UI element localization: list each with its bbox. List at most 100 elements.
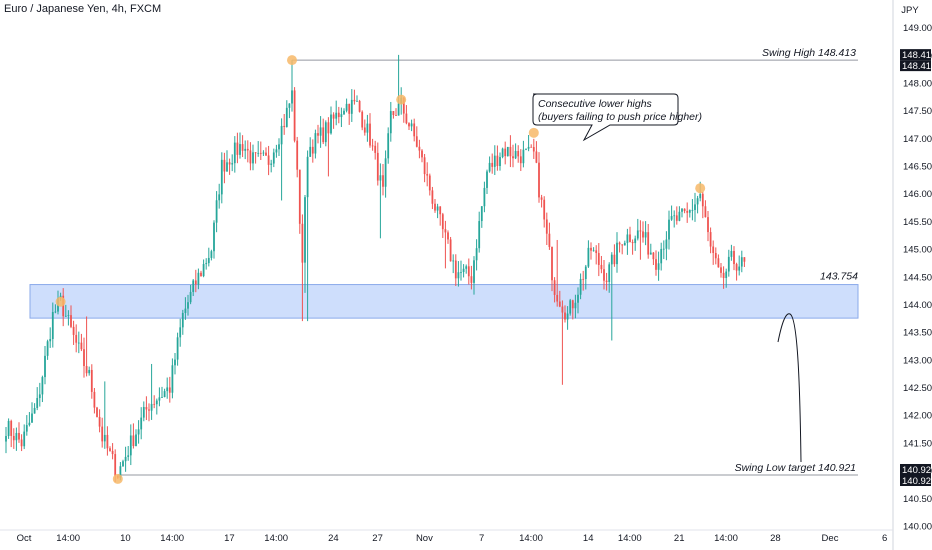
candle-body [241, 144, 244, 151]
time-tick-label: Nov [416, 533, 433, 544]
time-axis[interactable]: Oct 14:00 10 14:00 17 14:00 24 27 Nov 7 14:00 14 14:… [0, 529, 893, 544]
candle [215, 191, 218, 233]
candle [566, 306, 569, 330]
candle [88, 366, 91, 376]
candle-body [85, 366, 88, 374]
candle [639, 220, 642, 260]
candle [168, 376, 171, 403]
candle-body [218, 194, 221, 201]
candle-body [192, 280, 195, 292]
candle-body [543, 199, 546, 220]
candle-body [683, 208, 686, 211]
candle [660, 242, 663, 271]
candle [280, 118, 283, 201]
candle-body [462, 268, 465, 273]
candle [83, 337, 85, 378]
candle [137, 420, 140, 444]
candle [478, 211, 481, 253]
candle-body [686, 210, 689, 213]
candle-body [161, 397, 163, 398]
candle-body [465, 266, 468, 269]
candle-body [96, 407, 98, 417]
candle [675, 206, 678, 225]
candle-body [142, 407, 145, 418]
candle-body [80, 342, 83, 350]
candle-body [163, 391, 166, 398]
candle [629, 226, 631, 243]
candle-body [483, 187, 486, 207]
candle [686, 202, 689, 223]
candle-body [246, 148, 249, 151]
candle-body [717, 258, 720, 268]
candle-body [202, 264, 205, 277]
price-axis[interactable]: JPY140.000140.500141.000141.500142.00014… [892, 0, 932, 550]
candle-body [413, 123, 416, 137]
candle-body [696, 198, 699, 205]
price-tag-text: 140.921 [902, 476, 932, 487]
candle [460, 260, 462, 281]
candle-body [38, 394, 41, 399]
candle [561, 300, 564, 385]
candle [704, 200, 707, 218]
time-tick-label: 14:00 [160, 533, 184, 544]
candle-body [709, 232, 712, 247]
candle [730, 244, 733, 261]
candle [101, 417, 104, 448]
candle-body [384, 158, 387, 187]
time-tick-label: 28 [770, 533, 781, 544]
support-zone[interactable] [29, 284, 859, 319]
candle-body [558, 301, 561, 307]
price-tick-label: 149.000 [903, 23, 932, 34]
candle [202, 259, 205, 278]
candle [85, 316, 88, 377]
candle-body [150, 403, 153, 411]
candle-body [132, 435, 135, 447]
price-tag [900, 49, 931, 61]
candle-body [231, 163, 234, 165]
time-tick-label: 24 [328, 533, 339, 544]
candle [613, 244, 616, 267]
candle-body [371, 145, 374, 147]
candle [220, 152, 223, 204]
candle-body [239, 144, 241, 155]
candle-body [527, 146, 530, 149]
candle [72, 320, 75, 345]
candle [673, 210, 676, 228]
price-tag-text: 148.413 [902, 50, 932, 61]
candle [322, 118, 325, 145]
candle-body [506, 146, 509, 157]
candle [569, 298, 572, 316]
candle-body [421, 150, 423, 158]
candle [652, 252, 655, 265]
candle [434, 198, 436, 213]
candle-body [577, 294, 579, 303]
candle-body [535, 151, 538, 163]
candle [288, 103, 291, 119]
candle-body [621, 244, 624, 246]
candle-body [210, 251, 213, 258]
price-tag [900, 463, 931, 475]
candle [298, 169, 301, 234]
candle-body [647, 232, 650, 255]
candle [626, 228, 629, 255]
candle [436, 203, 439, 219]
price-tag [900, 60, 931, 72]
candle [296, 136, 299, 178]
candle [527, 134, 530, 152]
candle-body [590, 247, 592, 251]
candle [696, 195, 699, 214]
zone-label: 143.754 [820, 271, 858, 283]
candle [15, 427, 18, 451]
candle [642, 221, 644, 243]
candle [668, 210, 670, 250]
candle-body [189, 291, 192, 303]
candle [421, 149, 423, 163]
candle [519, 149, 522, 172]
candle [10, 419, 13, 448]
candle-body [171, 365, 174, 393]
candle-body [405, 113, 408, 124]
candle [582, 270, 585, 291]
candle-body [512, 156, 514, 159]
candle [621, 244, 624, 255]
